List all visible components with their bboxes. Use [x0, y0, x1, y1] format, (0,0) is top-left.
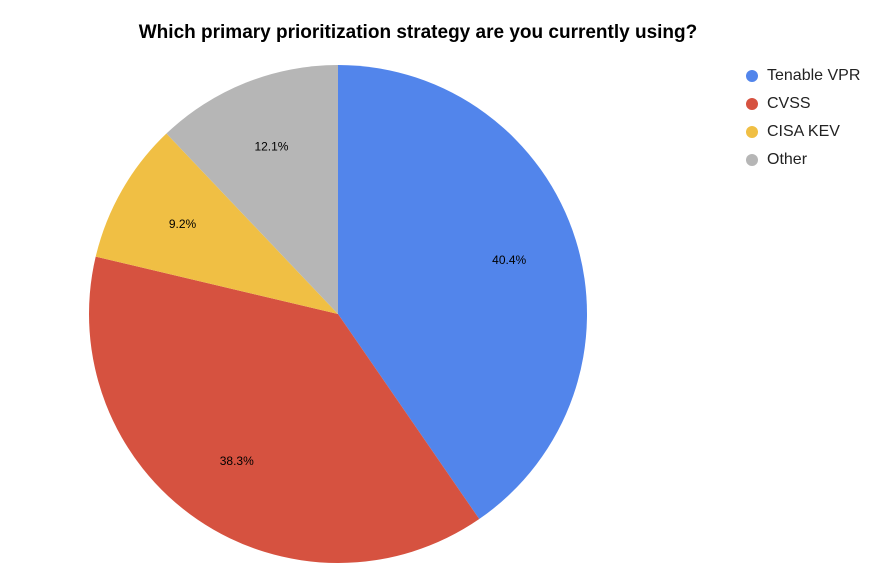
pie-slice-labels: 40.4% 38.3% 9.2% 12.1% [169, 140, 527, 468]
legend-swatch [746, 98, 758, 110]
slice-label-cvss: 38.3% [220, 454, 254, 468]
legend-label: Tenable VPR [767, 67, 861, 84]
chart-legend: Tenable VPR CVSS CISA KEV Other [746, 62, 860, 174]
pie-slice-other[interactable] [166, 65, 338, 314]
legend-swatch [746, 70, 758, 82]
legend-item[interactable]: Other [746, 146, 860, 174]
legend-item[interactable]: CISA KEV [746, 118, 860, 146]
legend-label: CISA KEV [767, 123, 840, 140]
pie-slice-cisa-kev[interactable] [95, 133, 338, 314]
pie-slices [88, 65, 587, 563]
legend-swatch [746, 154, 758, 166]
legend-label: Other [767, 151, 808, 168]
legend-item[interactable]: CVSS [746, 90, 860, 118]
slice-label-tenable-vpr: 40.4% [492, 253, 526, 267]
pie-slice-tenable-vpr[interactable] [338, 65, 587, 520]
legend-item[interactable]: Tenable VPR [746, 62, 860, 90]
chart-title: Which primary prioritization strategy ar… [138, 22, 698, 43]
slice-label-other: 12.1% [254, 140, 288, 154]
legend-label: CVSS [767, 95, 811, 112]
legend-swatch [746, 126, 758, 138]
slice-label-cisa-kev: 9.2% [169, 217, 197, 231]
pie-slice-cvss[interactable] [88, 256, 480, 563]
